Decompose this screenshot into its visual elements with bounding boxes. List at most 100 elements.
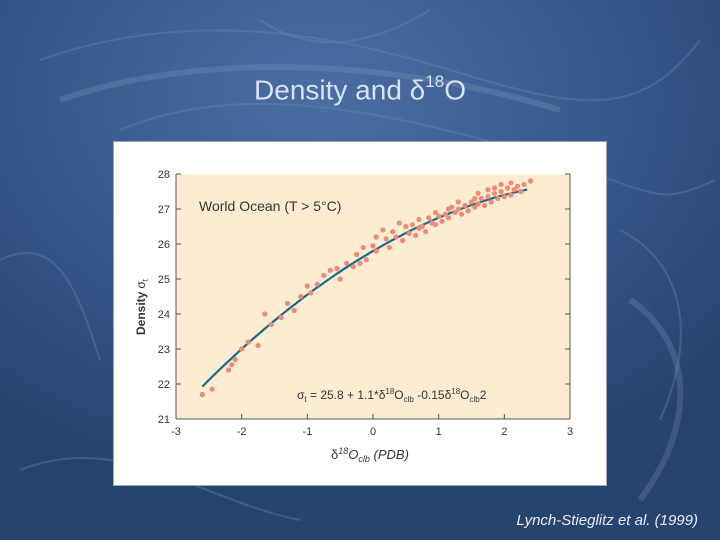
y-axis-label: Densityσt [134, 278, 150, 335]
x-tick-label: 0 [370, 426, 376, 438]
data-point [426, 215, 432, 221]
data-point [262, 311, 268, 317]
data-point [285, 300, 291, 307]
data-point [278, 314, 284, 321]
y-tick-label: 28 [158, 169, 170, 181]
data-point [406, 230, 412, 237]
data-point [403, 223, 409, 230]
data-point [416, 225, 422, 231]
data-point [245, 339, 251, 345]
data-point [363, 257, 369, 263]
fit-curve [201, 188, 528, 388]
data-point [488, 199, 494, 205]
data-point [344, 260, 350, 266]
x-tick-label: -2 [237, 426, 247, 438]
plot-area-background [176, 174, 570, 419]
data-point [422, 229, 429, 235]
data-point [396, 220, 402, 226]
data-point [370, 243, 376, 249]
title-delta: δ [409, 74, 426, 106]
data-point [413, 232, 419, 238]
citation: Lynch-Stieglitz et al. (1999) [516, 512, 699, 529]
data-point [400, 237, 406, 244]
data-point [327, 267, 333, 273]
data-point [225, 367, 232, 373]
y-tick-label: 25 [158, 274, 170, 286]
data-point [354, 251, 360, 258]
data-point [511, 187, 517, 193]
data-point [478, 195, 484, 202]
x-tick-label: -1 [302, 426, 312, 438]
data-point [528, 178, 534, 184]
y-tick-label: 26 [158, 239, 170, 251]
title-end: O [444, 74, 466, 106]
data-point [514, 183, 521, 189]
data-point [442, 211, 448, 217]
data-point [472, 204, 478, 210]
data-point [455, 206, 461, 212]
data-point [462, 202, 468, 209]
data-point [390, 229, 396, 235]
data-point [357, 260, 363, 266]
data-point [380, 227, 386, 233]
data-point [482, 202, 488, 209]
x-tick-label: 2 [501, 426, 507, 438]
data-point [268, 321, 274, 328]
title-main: Density and [254, 74, 410, 106]
data-point [386, 244, 392, 251]
data-point [432, 222, 438, 228]
data-point [229, 362, 235, 368]
data-point [239, 346, 245, 352]
data-point [472, 195, 478, 202]
data-point [393, 234, 399, 240]
data-point [445, 206, 452, 212]
title-superscript: 18 [425, 72, 445, 91]
chart-title: World Ocean (T > 5°C) [199, 198, 341, 214]
data-point [409, 222, 415, 228]
data-point [432, 209, 438, 216]
data-point [491, 185, 498, 191]
data-point [439, 218, 445, 224]
data-point [334, 265, 340, 272]
data-point [350, 264, 356, 270]
data-point [304, 283, 310, 289]
data-point [360, 244, 366, 251]
data-point [416, 216, 422, 223]
data-point [455, 199, 461, 205]
data-point [468, 199, 475, 205]
data-point [518, 188, 524, 195]
data-point [337, 276, 343, 282]
data-point [508, 180, 514, 186]
data-point [232, 356, 238, 363]
y-tick-label: 24 [158, 309, 170, 321]
data-point [373, 248, 379, 254]
data-point [209, 386, 215, 392]
data-point [308, 290, 314, 296]
data-point [508, 192, 514, 198]
data-point [485, 194, 491, 200]
data-point [521, 181, 527, 188]
data-point [498, 181, 504, 188]
y-tick-label: 21 [158, 414, 170, 426]
data-point [465, 208, 471, 214]
data-point [291, 307, 297, 314]
y-tick-label: 22 [158, 379, 170, 391]
x-axis-label: δ18Oclb (PDB) [331, 446, 409, 464]
data-point [383, 236, 389, 242]
data-point [475, 201, 481, 207]
fit-equation: σt = 25.8 + 1.1*δ18Oclb -0.15δ18Oclb2 [297, 387, 487, 404]
data-point [314, 281, 320, 287]
y-tick-label: 27 [158, 204, 170, 216]
slide-title: Density and δ18O [0, 72, 720, 106]
data-point [485, 187, 491, 193]
data-point [436, 213, 442, 219]
data-point [459, 211, 465, 217]
data-point [255, 342, 261, 349]
data-point [373, 234, 379, 240]
data-point [475, 190, 481, 196]
data-point [445, 215, 452, 221]
y-tick-label: 23 [158, 344, 170, 356]
data-point [452, 209, 458, 216]
data-point [498, 188, 504, 195]
